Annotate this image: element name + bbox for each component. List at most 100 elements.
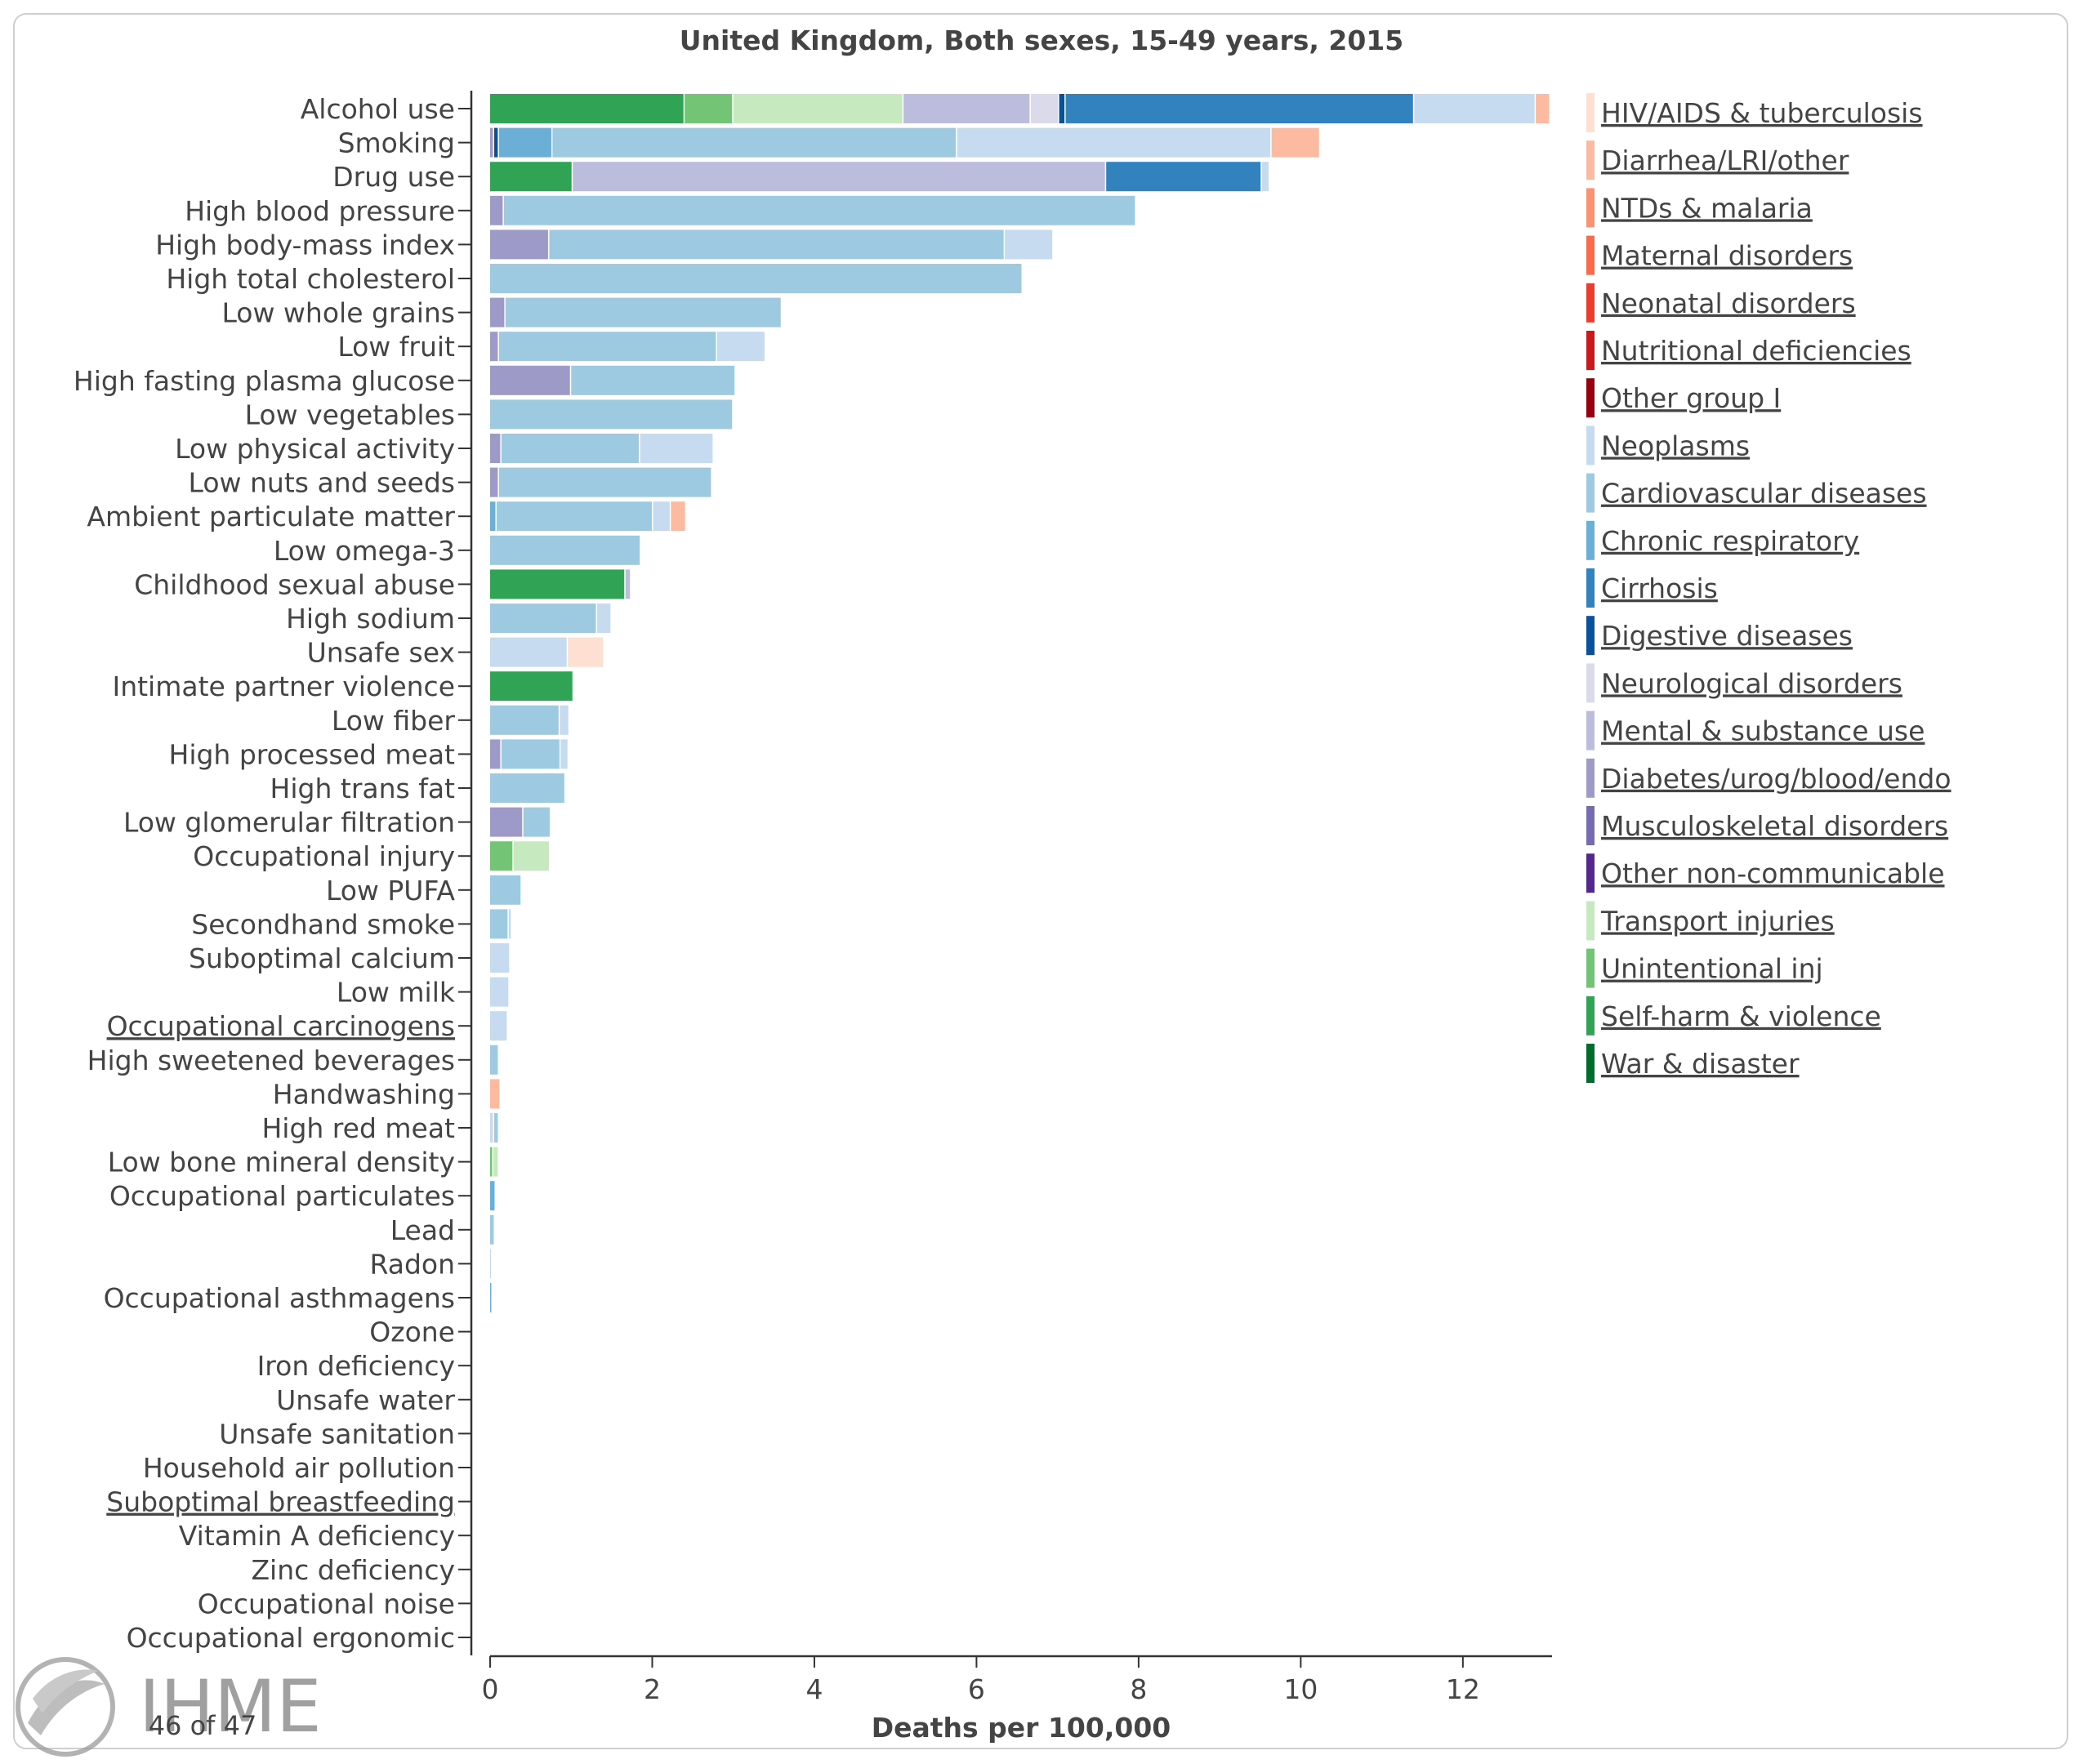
bar-segment[interactable]: High processed meat — Cardiovascular dis… [501, 739, 560, 769]
bar-segment[interactable]: Ambient particulate matter — Chronic res… [490, 501, 496, 532]
bar-segment[interactable]: High blood pressure — Cardiovascular dis… [503, 195, 1135, 225]
bar-segment[interactable]: Ambient particulate matter — Cardiovascu… [496, 501, 652, 532]
bar-segment[interactable]: Alcohol use — Mental & substance use: 1.… [903, 94, 1030, 123]
bar-segment[interactable]: Smoking — Diabetes/urog/blood/endo: 0.05 [490, 127, 493, 158]
bar-segment[interactable]: Low vegetables — Cardiovascular diseases… [490, 399, 733, 430]
bar-segment[interactable]: Low fiber — Cardiovascular diseases: 0.8… [490, 705, 559, 735]
bar-segment[interactable]: Low nuts and seeds — Diabetes/urog/blood… [490, 467, 498, 497]
legend-item[interactable]: Digestive diseases [1601, 620, 1853, 652]
bar-segment[interactable]: Occupational particulates — Chronic resp… [490, 1181, 495, 1211]
bar-segment[interactable]: Drug use — Self-harm & violence: 1.02 [490, 162, 572, 192]
bar-segment[interactable]: Drug use — Neoplasms: 0.1 [1261, 162, 1269, 192]
legend-item[interactable]: Cardiovascular diseases [1601, 478, 1927, 510]
bar-segment[interactable]: High processed meat — Diabetes/urog/bloo… [490, 739, 501, 769]
legend-item[interactable]: Diarrhea/LRI/other [1601, 145, 1849, 176]
bar-segment[interactable]: Low bone mineral density — Transport inj… [493, 1147, 498, 1177]
legend-item[interactable]: Nutritional deficiencies [1601, 335, 1911, 367]
bar-segment[interactable]: High red meat — Cardiovascular diseases:… [493, 1113, 498, 1143]
bar-segment[interactable]: Unsafe sex — Neoplasms: 0.96 [490, 637, 567, 667]
bar-segment[interactable]: High body-mass index — Cardiovascular di… [549, 229, 1004, 260]
page-indicator[interactable]: 46 of 47 [149, 1710, 257, 1741]
bar-segment[interactable]: Alcohol use — Cirrhosis: 4.3 [1065, 94, 1413, 123]
legend-item[interactable]: Maternal disorders [1601, 240, 1853, 272]
legend-item[interactable]: Self-harm & violence [1601, 1000, 1881, 1032]
bar-segment[interactable]: Lead — Cardiovascular diseases: 0.06 [490, 1214, 494, 1245]
bar-segment[interactable]: Suboptimal calcium — Neoplasms: 0.25 [490, 943, 510, 973]
bar-segment[interactable]: High sodium — Neoplasms: 0.18 [596, 604, 611, 633]
bar-segment[interactable]: Handwashing — Diarrhea/LRI/other: 0.13 [490, 1079, 500, 1109]
bar-segment[interactable]: Unsafe sex — HIV/AIDS & tuberculosis: 0.… [568, 637, 604, 667]
bar-segment[interactable]: High body-mass index — Neoplasms: 0.6 [1005, 229, 1053, 260]
bar-segment[interactable]: Alcohol use — Transport injuries: 2.1 [733, 94, 903, 123]
bar-segment[interactable]: Radon — Neoplasms: 0.02 [490, 1249, 491, 1279]
bar-segment[interactable]: High body-mass index — Diabetes/urog/blo… [490, 229, 548, 260]
bar-segment[interactable]: Low omega-3 — Cardiovascular diseases: 1… [490, 535, 640, 565]
bar-segment[interactable]: High sweetened beverages — Cardiovascula… [490, 1045, 498, 1075]
bar-segment[interactable]: Smoking — Diarrhea/LRI/other: 0.6 [1271, 127, 1319, 158]
bar-segment[interactable]: Low PUFA — Cardiovascular diseases: 0.39 [490, 875, 521, 905]
bar-segment[interactable]: Ambient particulate matter — Neoplasms: … [653, 501, 670, 532]
bar-segment[interactable]: Alcohol use — Diarrhea/LRI/other: 0.18 [1536, 94, 1550, 123]
bar-segment[interactable]: Low fruit — Diabetes/urog/blood/endo: 0.… [490, 332, 498, 362]
bar-segment[interactable]: Occupational injury — Unintentional inj:… [490, 841, 513, 871]
bar-segment[interactable]: High fasting plasma glucose — Diabetes/u… [490, 365, 570, 395]
bar-segment[interactable]: Childhood sexual abuse — Self-harm & vio… [490, 569, 625, 599]
bar-segment[interactable]: Alcohol use — Digestive diseases: 0.08 [1059, 94, 1065, 123]
bar-segment[interactable]: Low physical activity — Diabetes/urog/bl… [490, 434, 501, 463]
y-tick-label[interactable]: Suboptimal breastfeeding [106, 1486, 455, 1518]
bar-segment[interactable]: Low physical activity — Cardiovascular d… [501, 434, 640, 463]
bar-segment[interactable]: Low nuts and seeds — Cardiovascular dise… [498, 467, 711, 497]
bar-segment[interactable]: Ambient particulate matter — Diarrhea/LR… [671, 501, 685, 532]
bar-segment[interactable]: High processed meat — Neoplasms: 0.1 [560, 739, 568, 769]
bar-segment[interactable]: Intimate partner violence — Self-harm & … [490, 671, 573, 702]
legend-item[interactable]: HIV/AIDS & tuberculosis [1601, 97, 1923, 129]
legend-item[interactable]: Neurological disorders [1601, 667, 1902, 699]
bar-segment[interactable]: Drug use — Cirrhosis: 1.92 [1106, 162, 1261, 192]
legend-item[interactable]: Transport injuries [1600, 905, 1835, 937]
legend-item[interactable]: Mental & substance use [1601, 715, 1925, 747]
bar-segment[interactable]: Secondhand smoke — Cardiovascular diseas… [490, 909, 508, 939]
legend-item[interactable]: War & disaster [1601, 1048, 1800, 1080]
legend-item[interactable]: Other group I [1601, 382, 1781, 414]
legend-item[interactable]: Neoplasms [1601, 430, 1750, 461]
bar-segment[interactable]: Low fruit — Cardiovascular diseases: 2.6… [498, 332, 716, 362]
bar-segment[interactable]: Low milk — Neoplasms: 0.24 [490, 977, 509, 1007]
bar-segment[interactable]: High red meat — Neoplasms: 0.05 [490, 1113, 493, 1143]
bar-segment[interactable]: Occupational injury — Transport injuries… [513, 841, 549, 871]
bar-segment[interactable]: High total cholesterol — Cardiovascular … [490, 264, 1022, 293]
legend-item[interactable]: Musculoskeletal disorders [1601, 810, 1948, 842]
bar-segment[interactable]: High fasting plasma glucose — Cardiovasc… [571, 365, 735, 395]
bar-segment[interactable]: Low bone mineral density — Unintentional… [490, 1147, 493, 1177]
bar-segment[interactable]: Alcohol use — Neoplasms: 1.5 [1414, 94, 1535, 123]
bar-segment[interactable]: Alcohol use — Unintentional inj: 0.6 [685, 94, 733, 123]
legend-item[interactable]: Other non-communicable [1601, 858, 1945, 889]
bar-segment[interactable]: Secondhand smoke — Neoplasms: 0.04 [508, 909, 511, 939]
bar-segment[interactable]: Occupational asthmagens — Chronic respir… [490, 1283, 492, 1312]
legend-item[interactable]: Neonatal disorders [1601, 287, 1856, 319]
bar-segment[interactable]: Low whole grains — Diabetes/urog/blood/e… [490, 297, 505, 327]
bar-segment[interactable]: Low physical activity — Neoplasms: 0.91 [640, 434, 713, 463]
legend-item[interactable]: Chronic respiratory [1601, 525, 1859, 557]
bar-segment[interactable]: Drug use — Mental & substance use: 6.58 [573, 162, 1105, 192]
legend-item[interactable]: NTDs & malaria [1601, 192, 1813, 224]
bar-segment[interactable]: High sodium — Cardiovascular diseases: 1… [490, 604, 596, 633]
bar-segment[interactable]: Alcohol use — Self-harm & violence: 2.4 [490, 94, 684, 123]
bar-segment[interactable]: Smoking — Chronic respiratory: 0.66 [498, 127, 551, 158]
bar-segment[interactable]: Smoking — Cardiovascular diseases: 4.99 [552, 127, 957, 158]
bar-segment[interactable]: Occupational carcinogens — Neoplasms: 0.… [490, 1011, 507, 1041]
y-tick-label[interactable]: Occupational carcinogens [107, 1010, 455, 1042]
legend-item[interactable]: Cirrhosis [1601, 572, 1718, 604]
legend-item[interactable]: Diabetes/urog/blood/endo [1601, 763, 1951, 795]
bar-segment[interactable]: Low fruit — Neoplasms: 0.6 [716, 332, 765, 362]
bar-segment[interactable]: Low glomerular filtration — Diabetes/uro… [490, 807, 523, 837]
bar-segment[interactable]: Smoking — Neoplasms: 3.88 [957, 127, 1271, 158]
bar-segment[interactable]: Low whole grains — Cardiovascular diseas… [505, 297, 781, 327]
bar-segment[interactable]: Alcohol use — Neurological disorders: 0.… [1030, 94, 1059, 123]
bar-segment[interactable]: Low fiber — Neoplasms: 0.12 [560, 705, 569, 735]
bar-segment[interactable]: Smoking — Digestive diseases: 0.06 [493, 127, 498, 158]
legend-item[interactable]: Unintentional inj [1601, 953, 1823, 985]
bar-segment[interactable]: High blood pressure — Diabetes/urog/bloo… [490, 195, 503, 225]
bar-segment[interactable]: Low glomerular filtration — Cardiovascul… [523, 807, 550, 837]
bar-segment[interactable]: High trans fat — Cardiovascular diseases… [490, 773, 564, 803]
bar-segment[interactable]: Childhood sexual abuse — Mental & substa… [625, 569, 631, 599]
